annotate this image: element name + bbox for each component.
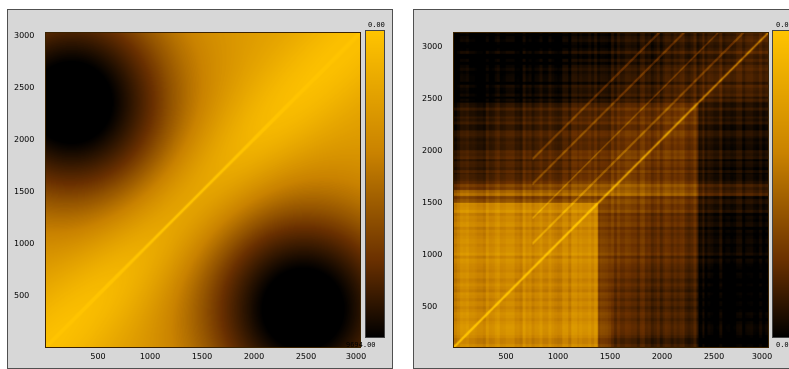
y-tick-label: 1000 [14,239,35,248]
x-tick-label: 1500 [191,352,213,361]
y-tick-label: 1500 [422,198,443,207]
y-tick-label: 3000 [422,42,443,51]
x-tick-label: 500 [90,352,106,361]
x-tick-label: 1500 [599,352,621,361]
y-tick-label: 1000 [422,250,443,259]
y-tick-label: 500 [14,291,30,300]
x-tick-label: 3000 [751,352,773,361]
y-tick-label: 3000 [14,31,35,40]
x-tick-label: 3000 [345,352,367,361]
heatmap-plot-area-right [453,32,769,348]
colorbar-max-label-right: 0.0 [776,21,789,29]
colorbar-left [365,30,385,338]
x-tick-label: 2000 [243,352,265,361]
colorbar-min-label-left: 9694.00 [346,341,376,349]
x-tick-label: 1000 [547,352,569,361]
colorbar-max-label-left: 0.00 [368,21,385,29]
x-tick-label: 1000 [139,352,161,361]
y-tick-label: 2500 [14,83,35,92]
y-tick-label: 500 [422,302,438,311]
y-tick-label: 1500 [14,187,35,196]
x-tick-label: 2000 [651,352,673,361]
heatmap-canvas-right [454,33,768,347]
x-tick-label: 2500 [703,352,725,361]
y-tick-label: 2000 [14,135,35,144]
heatmap-panel-left: 0.00 9694.00 3000 2500 2000 1500 1000 50… [7,9,393,369]
y-tick-label: 2000 [422,146,443,155]
x-tick-label: 500 [498,352,514,361]
heatmap-plot-area-left [45,32,361,348]
colorbar-min-label-right: 0.0 [776,341,789,349]
x-tick-label: 2500 [295,352,317,361]
colorbar-right [772,30,789,338]
heatmap-canvas-left [46,33,360,347]
y-tick-label: 2500 [422,94,443,103]
heatmap-panel-right: 0.0 0.0 3000 2500 2000 1500 1000 500 500… [413,9,789,369]
